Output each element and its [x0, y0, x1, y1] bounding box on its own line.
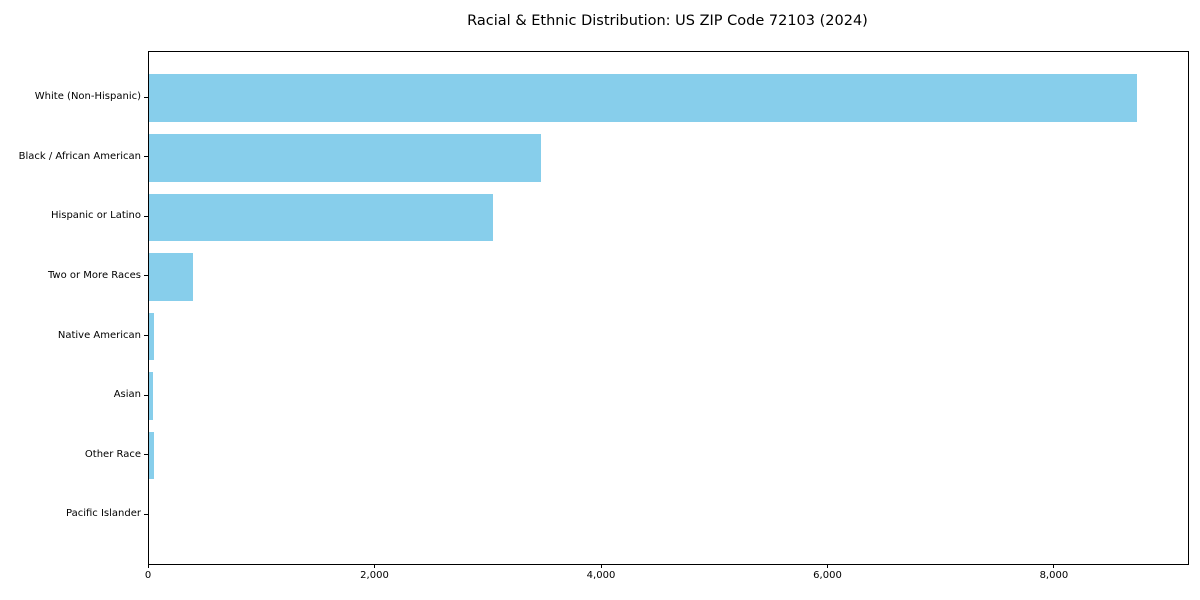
y-tick-label: Pacific Islander: [66, 508, 141, 520]
y-tick-label: White (Non-Hispanic): [34, 91, 141, 103]
x-tick-mark: [827, 564, 828, 568]
x-tick-mark: [374, 564, 375, 568]
bar-hispanic-or-latino: [149, 193, 494, 242]
y-tick-label: Black / African American: [18, 150, 141, 162]
y-tick-mark: [144, 394, 148, 396]
y-tick-mark: [144, 215, 148, 217]
y-tick-label: Native American: [57, 329, 141, 341]
x-tick-label: 0: [144, 570, 152, 581]
bar-asian: [149, 372, 153, 420]
y-tick-mark: [144, 275, 148, 277]
y-tick-label: Other Race: [84, 448, 141, 460]
y-tick-label: Hispanic or Latino: [50, 210, 141, 222]
x-tick-label: 2,000: [360, 570, 389, 581]
y-tick-mark: [144, 454, 148, 456]
x-tick-label: 6,000: [813, 570, 842, 581]
y-tick-mark: [144, 513, 148, 515]
x-tick-mark: [600, 564, 602, 568]
bar-two-or-more-races: [149, 253, 194, 301]
x-tick-label: 4,000: [586, 570, 616, 581]
bar-native-american: [149, 312, 155, 361]
bar-black-african-american: [149, 133, 541, 182]
bar-white-non-hispanic: [149, 74, 1137, 123]
y-tick-mark: [144, 335, 148, 336]
bar-other-race: [149, 431, 154, 480]
chart-title: Racial & Ethnic Distribution: US ZIP Cod…: [467, 13, 868, 29]
y-tick-label: Asian: [113, 389, 141, 401]
y-tick-mark: [144, 96, 148, 98]
plot-area: [148, 51, 1189, 565]
y-tick-mark: [144, 156, 148, 158]
x-tick-mark: [147, 564, 149, 568]
y-tick-label: Two or More Races: [47, 269, 141, 281]
x-tick-mark: [1053, 564, 1055, 568]
x-tick-label: 8,000: [1039, 570, 1069, 581]
